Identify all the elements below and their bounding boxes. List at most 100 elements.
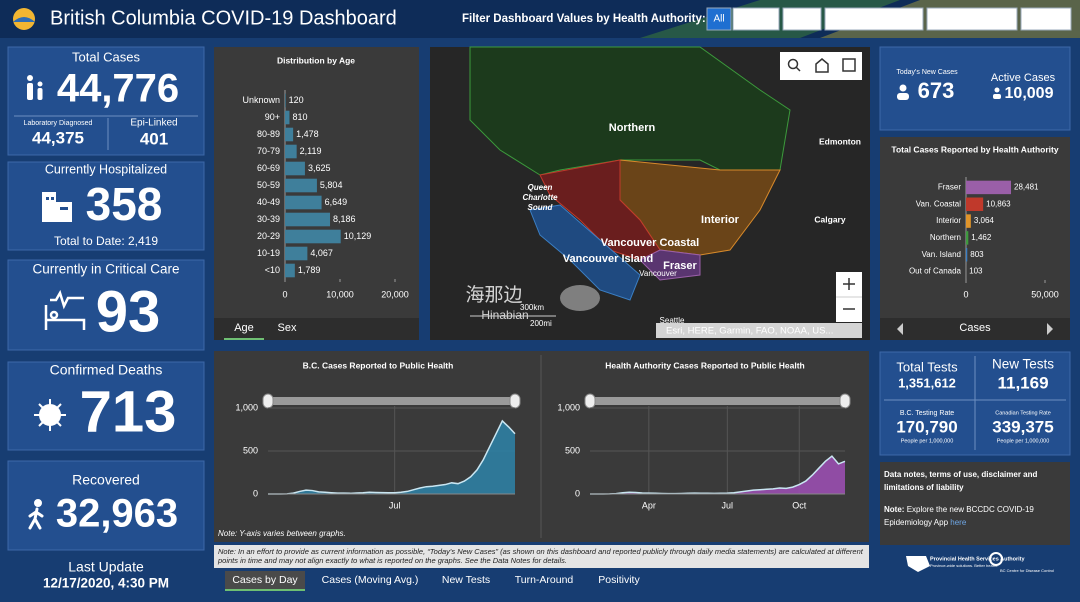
kpi-label: Currently Hospitalized [45, 162, 167, 176]
x-tick-label: 20,000 [381, 289, 409, 299]
range-slider[interactable] [266, 397, 517, 405]
x-tick-label: Jul [722, 500, 734, 510]
bar [285, 212, 331, 227]
kpi-label: Active Cases [991, 72, 1056, 84]
tab[interactable]: New Tests [442, 574, 490, 586]
filter-label[interactable]: All [713, 14, 724, 25]
category-label: 80-89 [257, 129, 280, 139]
category-label: Interior [936, 216, 961, 225]
tab[interactable]: Sex [278, 322, 297, 334]
map-tools [787, 58, 856, 73]
bar [966, 214, 971, 228]
data-notes: Data notes, terms of use, disclaimer and… [884, 470, 1038, 527]
header-title: British Columbia COVID-19 Dashboard [50, 7, 397, 29]
y-tick-label: 1,000 [557, 402, 580, 412]
tab[interactable]: Positivity [598, 574, 640, 586]
value-label: 1,789 [298, 265, 321, 275]
value-label: 4,067 [310, 248, 333, 258]
tab-bar [214, 318, 419, 340]
panel [880, 462, 1070, 545]
category-label: Van. Island [922, 250, 961, 259]
filter-label[interactable]: Fraser [788, 14, 818, 25]
bar [285, 110, 290, 125]
chart-note: Note: Y-axis varies between graphs. [218, 529, 346, 538]
zoom-in[interactable] [843, 278, 855, 290]
tab[interactable]: Cases [959, 322, 991, 334]
kpi-value: 170,790 [896, 417, 957, 436]
slider-handle[interactable] [262, 393, 274, 409]
bar [285, 127, 294, 142]
map-label: Sound [528, 203, 554, 212]
kpi-value: 339,375 [992, 417, 1053, 436]
kpi-label: Currently in Critical Care [32, 262, 179, 277]
notes-title: Data notes, terms of use, disclaimer and… [884, 470, 1038, 492]
category-label: 10-19 [257, 248, 280, 258]
line [590, 455, 846, 495]
kpi-label: Canadian Testing Rate [995, 410, 1051, 416]
tab-next[interactable] [1047, 323, 1053, 335]
tab[interactable]: Age [234, 322, 254, 334]
category-label: 70-79 [257, 146, 280, 156]
panel [7, 46, 205, 156]
bar [285, 263, 295, 278]
filter-button[interactable] [782, 7, 822, 31]
filter-button[interactable] [732, 7, 780, 31]
filter-label[interactable]: Vancouver Island [934, 14, 1011, 25]
update-label: Last Update [68, 559, 144, 575]
value-label: 1,462 [971, 233, 992, 242]
map-label: Northern [609, 122, 656, 134]
y-tick-label: 1,000 [235, 402, 258, 412]
filter-button[interactable] [706, 7, 732, 31]
logo-text: Provincial Health Services Authority [930, 556, 1025, 562]
slider-handle[interactable] [509, 393, 521, 409]
filter-button[interactable] [824, 7, 924, 31]
value-label: 10,129 [344, 231, 372, 241]
x-tick-label: Oct [792, 500, 807, 510]
kpi-value: 713 [80, 379, 177, 444]
map-label: Edmonton [819, 136, 861, 146]
range-slider[interactable] [588, 397, 847, 405]
value-label: 10,863 [986, 199, 1011, 208]
walker-icon [28, 499, 44, 530]
kpi-value: 32,963 [56, 492, 178, 536]
qr-tool[interactable] [842, 58, 856, 72]
kpi-subvalue: 44,375 [32, 128, 84, 147]
region-fraser [639, 249, 701, 281]
filter-label[interactable]: Northern [1027, 14, 1066, 25]
x-tick-label: Jul [389, 500, 401, 510]
filter-label[interactable]: Vancouver Coastal [832, 14, 916, 25]
notes-link[interactable]: here [950, 518, 967, 527]
home-tool[interactable] [815, 58, 829, 73]
hospital-icon [42, 192, 72, 222]
value-label: 810 [292, 112, 307, 122]
filter-button[interactable] [1020, 7, 1072, 31]
panel [880, 137, 1070, 318]
value-label: 6,649 [325, 197, 348, 207]
map-labels: Northern Edmonton Queen Charlotte Sound … [522, 122, 861, 325]
tab[interactable]: Cases by Day [232, 574, 298, 586]
y-tick-label: 0 [253, 488, 258, 498]
bar [285, 229, 341, 244]
tab-selected [225, 571, 305, 591]
value-label: 3,064 [974, 216, 995, 225]
map-label: Calgary [814, 214, 845, 224]
slider-handle[interactable] [839, 393, 851, 409]
value-label: 8,186 [333, 214, 356, 224]
kpi-value: 93 [96, 279, 161, 344]
person-icon [993, 94, 1001, 99]
bar [966, 197, 984, 211]
update-value: 12/17/2020, 4:30 PM [43, 576, 169, 591]
tab-prev[interactable] [897, 323, 903, 335]
person-icon [899, 84, 907, 92]
filter-label[interactable]: Interior [740, 14, 772, 25]
tab[interactable]: Turn-Around [515, 574, 574, 586]
category-label: Fraser [938, 183, 961, 192]
kpi-value: 44,776 [57, 67, 179, 111]
filter-button[interactable] [926, 7, 1018, 31]
search-tool[interactable] [787, 58, 799, 70]
tab[interactable]: Cases (Moving Avg.) [322, 574, 419, 586]
chart-title: Distribution by Age [277, 55, 355, 65]
chart-title: B.C. Cases Reported to Public Health [303, 360, 454, 370]
value-label: 120 [289, 95, 304, 105]
slider-handle[interactable] [584, 393, 596, 409]
